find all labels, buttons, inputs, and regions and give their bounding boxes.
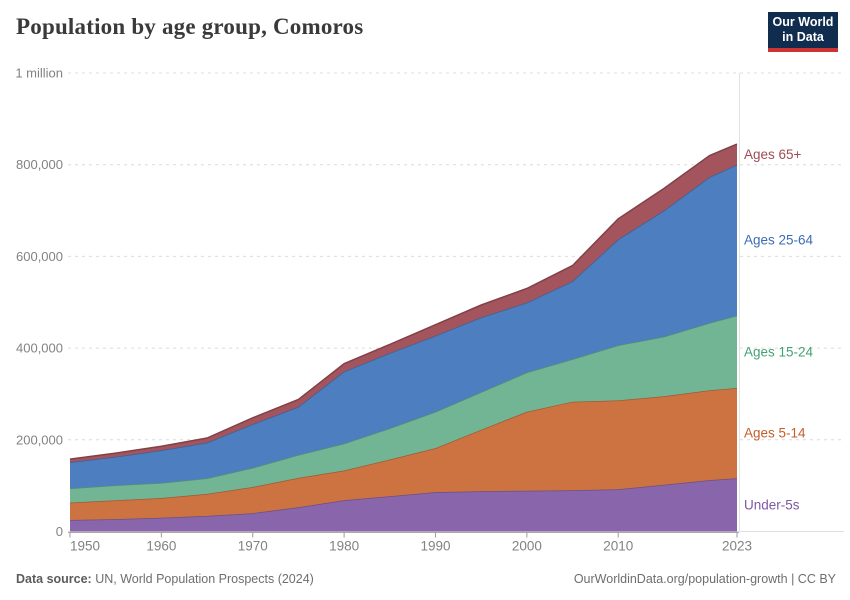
owid-logo-line1: Our World (772, 15, 834, 29)
data-source-label: Data source: (16, 572, 92, 586)
y-axis-label-400000: 400,000 (16, 341, 63, 356)
chart-footer: Data source: UN, World Population Prospe… (0, 568, 850, 600)
y-axis-label-800000: 800,000 (16, 157, 63, 172)
x-axis-label-2010: 2010 (603, 539, 633, 554)
area-band-ages-15-24[interactable] (70, 315, 737, 503)
y-axis-label-200000: 200,000 (16, 432, 63, 447)
x-axis-label-1990: 1990 (420, 539, 450, 554)
area-band-ages-5-14[interactable] (70, 388, 737, 520)
area-topline-ages-65- (69, 143, 738, 460)
y-axis-label-600000: 600,000 (16, 249, 63, 264)
page-title: Population by age group, Comoros (16, 14, 364, 39)
x-axis-label-1970: 1970 (238, 539, 268, 554)
series-label-ages-25-64[interactable]: Ages 25-64 (744, 233, 814, 248)
x-axis-label-1960: 1960 (146, 539, 176, 554)
data-source-value: UN, World Population Prospects (2024) (91, 572, 314, 586)
series-label-ages-5-14[interactable]: Ages 5-14 (744, 426, 806, 441)
area-band-under-5s[interactable] (70, 478, 737, 532)
area-band-ages-25-64[interactable] (70, 164, 737, 489)
series-label-ages-15-24[interactable]: Ages 15-24 (744, 344, 814, 359)
y-axis-label-1000000: 1 million (15, 66, 63, 81)
x-axis-label-2023: 2023 (722, 539, 752, 554)
owid-logo-line2: in Data (782, 30, 824, 45)
x-axis-label-1950: 1950 (70, 539, 100, 554)
series-label-ages-65-[interactable]: Ages 65+ (744, 147, 802, 162)
x-axis-label-1980: 1980 (329, 539, 359, 554)
data-source-note: Data source: UN, World Population Prospe… (16, 572, 314, 586)
series-label-under-5s[interactable]: Under-5s (744, 497, 800, 512)
owid-logo[interactable]: Our World in Data (768, 12, 838, 52)
y-axis-label-0: 0 (56, 524, 63, 539)
x-axis-label-2000: 2000 (512, 539, 542, 554)
credit-link[interactable]: OurWorldinData.org/population-growth | C… (573, 572, 836, 586)
